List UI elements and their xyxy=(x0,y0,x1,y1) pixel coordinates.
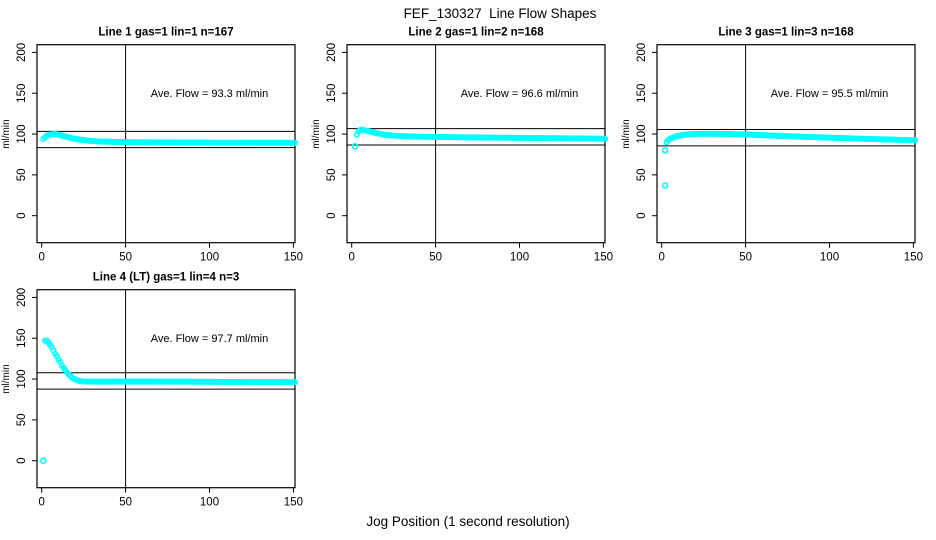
y-tick-label: 0 xyxy=(326,212,338,218)
x-tick-label: 50 xyxy=(119,252,132,264)
x-tick-label: 0 xyxy=(38,497,44,509)
subplot-title: Line 2 gas=1 lin=2 n=168 xyxy=(408,27,544,39)
x-tick-label: 150 xyxy=(284,252,303,264)
x-tick-label: 0 xyxy=(38,252,44,264)
x-axis-label: Jog Position (1 second resolution) xyxy=(366,514,570,529)
x-tick-label: 150 xyxy=(904,252,923,264)
x-tick-label: 150 xyxy=(594,252,613,264)
y-tick-label: 100 xyxy=(326,124,338,143)
outlier-point xyxy=(40,457,47,465)
y-tick-label: 200 xyxy=(326,43,338,62)
y-tick-label: 50 xyxy=(16,168,28,181)
x-tick-label: 50 xyxy=(119,497,132,509)
x-tick-label: 100 xyxy=(820,252,839,264)
y-tick-label: 200 xyxy=(16,288,28,307)
y-tick-label: 50 xyxy=(636,168,648,181)
y-tick-label: 0 xyxy=(16,212,28,218)
x-tick-label: 0 xyxy=(348,252,354,264)
plot-box xyxy=(656,44,916,244)
y-tick-label: 150 xyxy=(636,84,648,103)
subplot-title: Line 4 (LT) gas=1 lin=4 n=3 xyxy=(93,272,239,284)
y-tick-label: 100 xyxy=(636,124,648,143)
y-tick-label: 150 xyxy=(16,329,28,348)
y-tick-label: 0 xyxy=(636,212,648,218)
plot-box xyxy=(36,289,296,489)
x-tick-label: 50 xyxy=(739,252,752,264)
data-point xyxy=(602,135,609,142)
ave-flow-label: Ave. Flow = 95.5 ml/min xyxy=(771,88,888,100)
ave-flow-label: Ave. Flow = 96.6 ml/min xyxy=(461,88,578,100)
y-tick-label: 200 xyxy=(16,43,28,62)
x-tick-label: 100 xyxy=(200,252,219,264)
figure-title: FEF_130327 Line Flow Shapes xyxy=(403,6,597,21)
ave-flow-label: Ave. Flow = 97.7 ml/min xyxy=(151,333,268,345)
x-tick-label: 100 xyxy=(200,497,219,509)
ave-flow-label: Ave. Flow = 93.3 ml/min xyxy=(151,88,268,100)
y-tick-label: 150 xyxy=(326,84,338,103)
y-tick-label: 50 xyxy=(16,413,28,426)
plot-box xyxy=(346,44,606,244)
outlier-point xyxy=(661,147,669,154)
outlier-point xyxy=(351,142,359,150)
subplot-title: Line 3 gas=1 lin=3 n=168 xyxy=(718,27,854,39)
y-tick-label: 0 xyxy=(16,457,28,463)
x-tick-label: 50 xyxy=(429,252,442,264)
data-point xyxy=(292,139,299,146)
y-axis-unit-label: ml/min xyxy=(1,364,12,393)
data-point xyxy=(912,137,919,144)
y-axis-unit-label: ml/min xyxy=(1,119,12,148)
x-tick-label: 100 xyxy=(510,252,529,264)
y-tick-label: 100 xyxy=(16,369,28,388)
y-tick-label: 100 xyxy=(16,124,28,143)
y-tick-label: 50 xyxy=(326,168,338,181)
outlier-point xyxy=(661,182,669,189)
data-point xyxy=(292,379,299,386)
subplot-title: Line 1 gas=1 lin=1 n=167 xyxy=(98,27,233,39)
y-tick-label: 200 xyxy=(636,43,648,62)
y-axis-unit-label: ml/min xyxy=(311,119,322,148)
y-axis-unit-label: ml/min xyxy=(621,119,632,148)
y-tick-label: 150 xyxy=(16,84,28,103)
x-tick-label: 150 xyxy=(284,497,303,509)
x-tick-label: 0 xyxy=(658,252,664,264)
